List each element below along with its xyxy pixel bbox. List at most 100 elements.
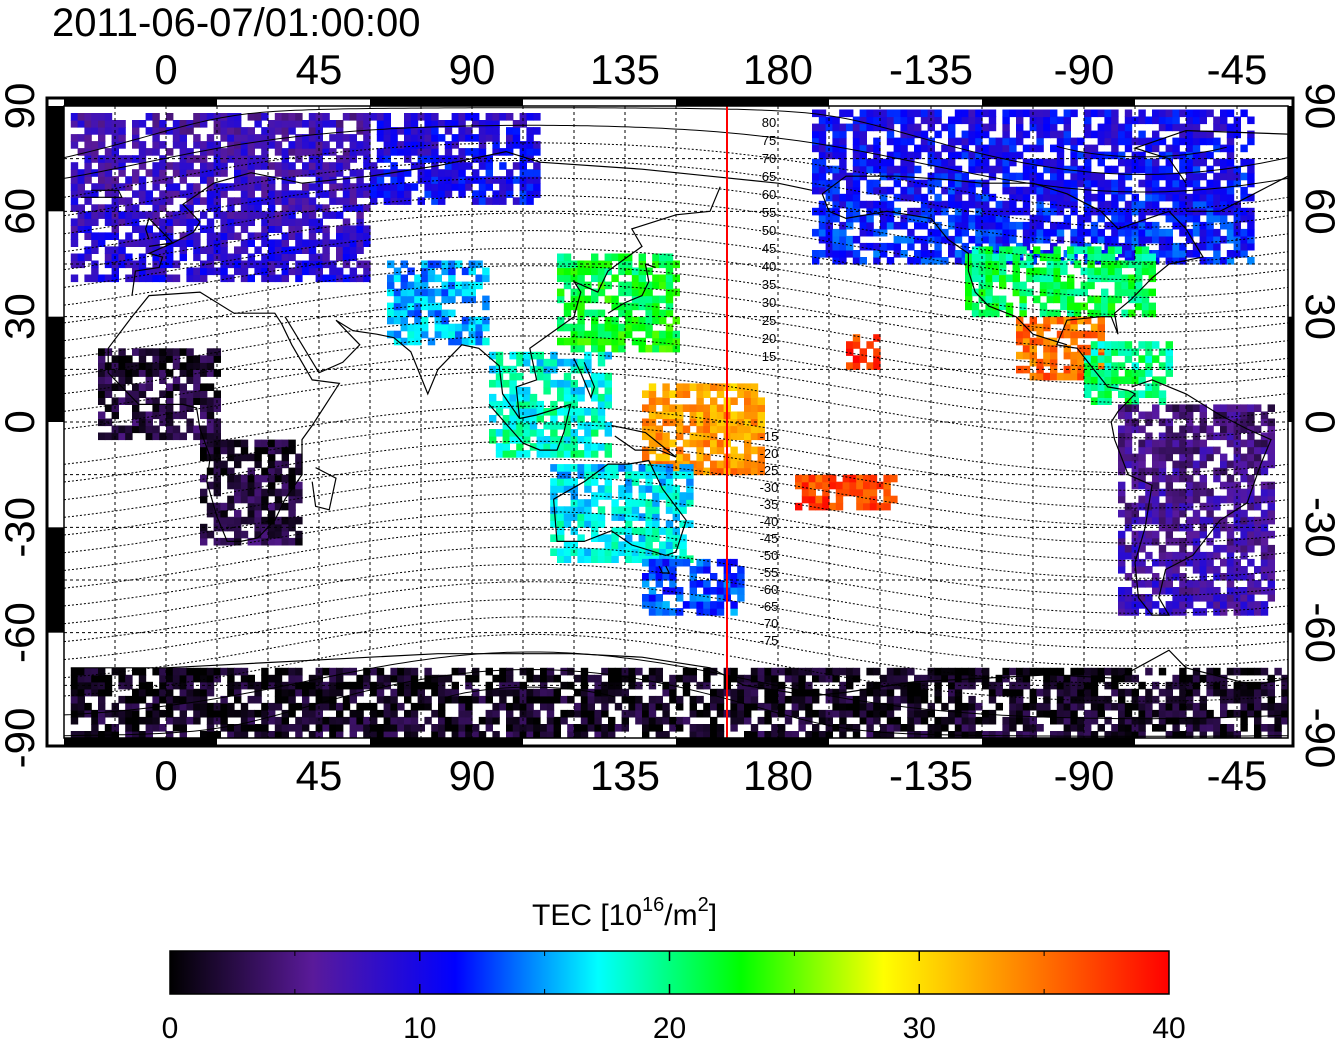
tec-cell	[805, 731, 813, 738]
tec-cell	[448, 260, 456, 269]
tec-cell	[516, 422, 524, 430]
tec-cell	[1240, 418, 1248, 427]
tec-cell	[234, 724, 242, 732]
tec-cell	[550, 485, 558, 493]
tec-cell	[900, 214, 908, 223]
tec-cell	[499, 702, 507, 711]
tec-cell	[591, 274, 599, 283]
tec-cell	[730, 383, 738, 391]
tec-cell	[349, 197, 357, 205]
tec-cell	[1135, 295, 1143, 304]
tec-cell	[186, 120, 194, 128]
tec-cell	[1138, 601, 1146, 609]
tec-cell	[186, 211, 194, 219]
tec-cell	[737, 460, 745, 469]
tec-cell	[1254, 702, 1262, 711]
tec-cell	[1056, 702, 1065, 711]
tec-cell	[240, 148, 249, 156]
tec-cell	[1152, 411, 1160, 420]
tec-cell	[584, 358, 592, 367]
tec-cell	[438, 169, 446, 177]
tec-cell	[1226, 130, 1235, 139]
tec-cell	[1138, 425, 1146, 434]
tec-cell	[982, 228, 990, 237]
tec-cell	[478, 731, 487, 738]
tec-cell	[179, 127, 187, 135]
tec-cell	[604, 253, 612, 262]
tec-cell	[703, 432, 711, 441]
tec-cell	[329, 239, 337, 247]
tec-cell	[77, 218, 85, 226]
tec-cell	[1043, 179, 1051, 188]
tec-cell	[737, 580, 745, 588]
tec-cell	[784, 716, 793, 725]
tec-cell	[1186, 250, 1194, 258]
tec-cell	[193, 120, 201, 128]
tec-cell	[703, 594, 711, 602]
tec-cell	[281, 474, 289, 483]
tec-cell	[988, 731, 997, 738]
tec-cell	[1199, 418, 1207, 427]
tec-cell	[138, 411, 147, 420]
tec-cell	[574, 724, 582, 732]
tec-cell	[669, 580, 677, 588]
tec-cell	[655, 580, 663, 588]
tec-cell	[393, 316, 402, 325]
tec-cell	[920, 179, 929, 188]
tec-cell	[846, 724, 854, 732]
tec-cell	[546, 724, 555, 732]
tec-cell	[584, 330, 592, 339]
tec-cell	[1254, 516, 1262, 525]
tec-cell	[948, 179, 956, 188]
tec-cell	[703, 580, 711, 588]
tec-cell	[84, 211, 92, 219]
tec-cell	[818, 186, 827, 195]
tec-cell	[1097, 397, 1105, 405]
tec-cell	[1158, 432, 1167, 441]
tec-cell	[1158, 702, 1167, 711]
tec-cell	[638, 534, 646, 542]
tec-cell	[506, 169, 514, 177]
tec-cell	[234, 530, 242, 539]
tec-cell	[478, 134, 487, 142]
tec-cell	[1158, 516, 1167, 525]
tec-cell	[288, 724, 296, 732]
tec-cell	[322, 246, 330, 254]
tec-cell	[1094, 246, 1102, 254]
tec-cell	[254, 113, 262, 121]
tec-cell	[152, 141, 160, 149]
tec-cell	[995, 200, 1003, 209]
tec-cell	[832, 144, 840, 153]
tec-cell	[1254, 495, 1262, 504]
tec-cell	[1145, 207, 1153, 216]
tec-cell	[591, 443, 599, 451]
tec-cell	[886, 165, 895, 174]
tec-cell	[1220, 257, 1228, 265]
tec-cell	[1056, 172, 1065, 181]
tec-cell	[193, 134, 201, 142]
tec-cell	[475, 337, 483, 346]
tec-cell	[1199, 439, 1207, 448]
tec-cell	[512, 134, 521, 142]
tec-cell	[995, 151, 1003, 160]
tec-cell	[376, 120, 385, 128]
tec-cell	[166, 390, 174, 398]
tec-cell	[1213, 228, 1221, 237]
tec-cell	[1124, 242, 1133, 251]
tec-cell	[1165, 186, 1173, 195]
tec-cell	[431, 731, 439, 738]
tec-cell	[400, 337, 408, 346]
tec-cell	[145, 376, 153, 384]
tec-cell	[1179, 460, 1187, 469]
tec-cell	[948, 151, 956, 160]
tec-cell	[863, 481, 871, 490]
tec-cell	[1141, 295, 1150, 304]
tec-cell	[1152, 221, 1160, 230]
tec-cell	[383, 709, 391, 718]
tec-cell	[261, 190, 269, 198]
tec-cell	[387, 274, 395, 283]
tec-region-pacific-hot	[795, 474, 898, 511]
tec-cell	[1267, 509, 1275, 518]
tec-cell	[1199, 242, 1207, 251]
tec-cell	[1220, 158, 1228, 167]
